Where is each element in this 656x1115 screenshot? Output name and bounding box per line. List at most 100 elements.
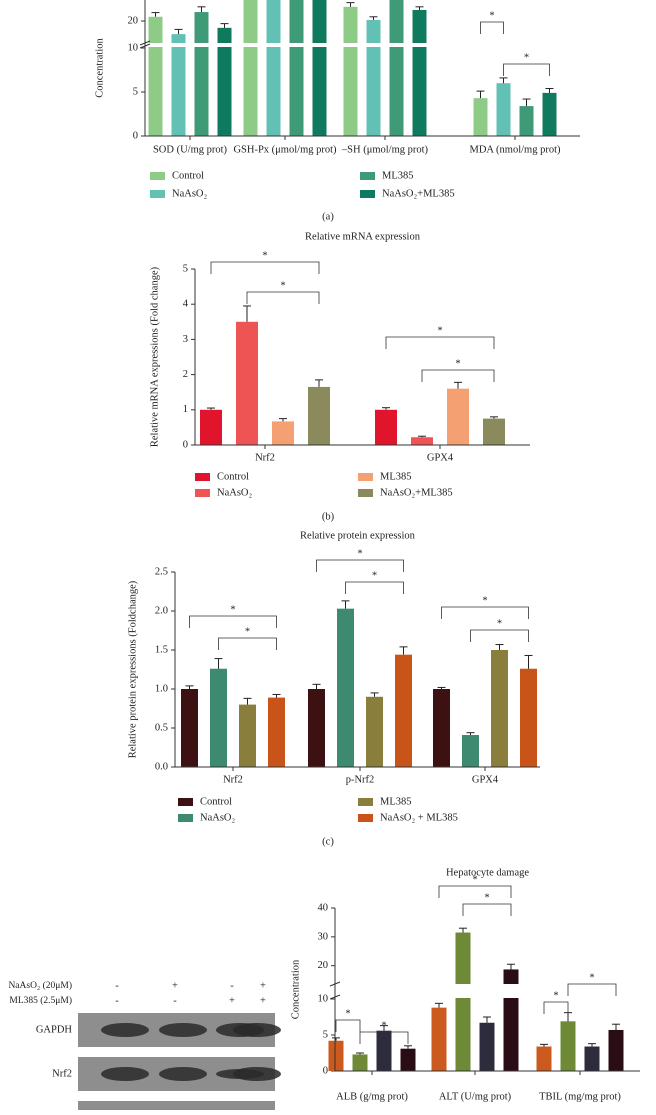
legend-swatch: [360, 172, 375, 180]
bar: [181, 689, 198, 767]
significance-label: *: [230, 604, 235, 615]
y-tick-label: 3: [183, 334, 188, 345]
chart-title: Relative protein expression: [300, 530, 416, 541]
significance-label: *: [472, 874, 477, 885]
bar: [308, 689, 325, 767]
y-tick-label: 2: [183, 369, 188, 380]
significance-label: *: [484, 892, 489, 903]
legend-label: NaAsO₂: [200, 812, 235, 823]
bar: [194, 12, 209, 137]
condition-sign: +: [260, 995, 266, 1006]
x-tick-label: Nrf2: [255, 452, 275, 463]
x-tick-label: GSH-Px (μmol/mg prot): [233, 144, 337, 155]
condition-label: ML385 (2.5μM): [9, 995, 72, 1006]
significance-label: *: [345, 1008, 350, 1019]
bar: [366, 696, 383, 767]
axis-break: [329, 984, 640, 998]
bar: [491, 650, 508, 767]
y-tick-label: 0.5: [155, 722, 168, 733]
significance-bracket: [189, 615, 277, 628]
chart-title: Relative mRNA expression: [305, 231, 421, 242]
y-tick-label: 5: [183, 263, 188, 274]
blot-band: [101, 1023, 149, 1037]
bar: [520, 668, 537, 767]
legend-swatch: [358, 473, 373, 481]
bar: [268, 697, 285, 767]
bar: [519, 106, 534, 136]
legend-label: Control: [200, 796, 232, 807]
bar: [433, 689, 450, 767]
y-tick-label: 0: [183, 439, 188, 450]
significance-bracket: [567, 983, 617, 996]
bar: [239, 704, 256, 767]
x-tick-label: MDA (nmol/mg prot): [470, 144, 562, 155]
significance-bracket: [316, 559, 404, 572]
legend-swatch: [358, 798, 373, 806]
bar: [308, 386, 330, 445]
bar: [431, 1007, 447, 1071]
x-tick-label: SOD (U/mg prot): [153, 144, 228, 155]
legend-swatch: [178, 798, 193, 806]
y-tick-label: 0: [323, 1065, 328, 1076]
y-tick-label: 2.5: [155, 566, 168, 577]
significance-label: *: [589, 972, 594, 983]
bar: [455, 932, 471, 1071]
bar: [366, 19, 381, 137]
bar: [447, 388, 469, 445]
legend-label: Control: [172, 170, 204, 181]
x-tick-label: p-Nrf2: [346, 774, 375, 785]
condition-sign: -: [115, 980, 119, 991]
x-tick-label: GPX4: [427, 452, 454, 463]
y-axis-label: Relative protein expressions (Foldchange…: [127, 580, 138, 758]
bar: [171, 34, 186, 136]
bar: [337, 608, 354, 767]
bar: [289, 0, 304, 136]
blot-band: [159, 1067, 207, 1081]
bar: [217, 27, 232, 137]
x-tick-label: ALT (U/mg prot): [439, 1091, 512, 1102]
legend-swatch: [195, 489, 210, 497]
legend-label: NaAsO₂+ML385: [382, 188, 455, 199]
y-tick-label: 1.0: [155, 683, 168, 694]
condition-sign: +: [229, 995, 235, 1006]
significance-label: *: [372, 570, 377, 581]
significance-bracket: [218, 637, 277, 650]
bar: [343, 6, 358, 137]
y-tick-label: 1.5: [155, 644, 168, 655]
significance-label: *: [262, 250, 267, 261]
condition-sign: -: [173, 995, 177, 1006]
y-tick-label: 30: [318, 931, 329, 942]
significance-bracket: [503, 63, 550, 76]
y-tick-label: 10: [128, 42, 139, 53]
blot-band: [101, 1067, 149, 1081]
panel-caption: (b): [322, 511, 335, 522]
significance-label: *: [497, 618, 502, 629]
y-tick-label: 4: [183, 299, 189, 310]
significance-bracket: [385, 336, 495, 349]
bar: [496, 83, 511, 136]
legend-label: NaAsO₂+ML385: [380, 487, 453, 498]
blot-band: [159, 1023, 207, 1037]
bar: [210, 668, 227, 767]
bar: [375, 409, 397, 445]
panel-caption: (c): [322, 836, 334, 847]
condition-sign: +: [172, 980, 178, 991]
x-tick-label: GPX4: [472, 774, 499, 785]
bar: [560, 1021, 576, 1071]
bar: [328, 1040, 344, 1071]
condition-sign: -: [230, 980, 234, 991]
legend-label: NaAsO₂: [172, 188, 207, 199]
legend-label: NaAsO₂ + ML385: [380, 812, 458, 823]
significance-bracket: [438, 885, 512, 898]
significance-bracket: [543, 1001, 569, 1014]
y-tick-label: 5: [323, 1029, 328, 1040]
legend-swatch: [195, 473, 210, 481]
legend-swatch: [358, 489, 373, 497]
blot-band: [233, 1023, 281, 1037]
legend-swatch: [150, 190, 165, 198]
bar: [312, 0, 327, 136]
bar: [395, 654, 412, 767]
y-axis-label: Concentration: [94, 38, 105, 98]
legend-label: Control: [217, 471, 249, 482]
y-tick-label: 40: [318, 902, 329, 913]
